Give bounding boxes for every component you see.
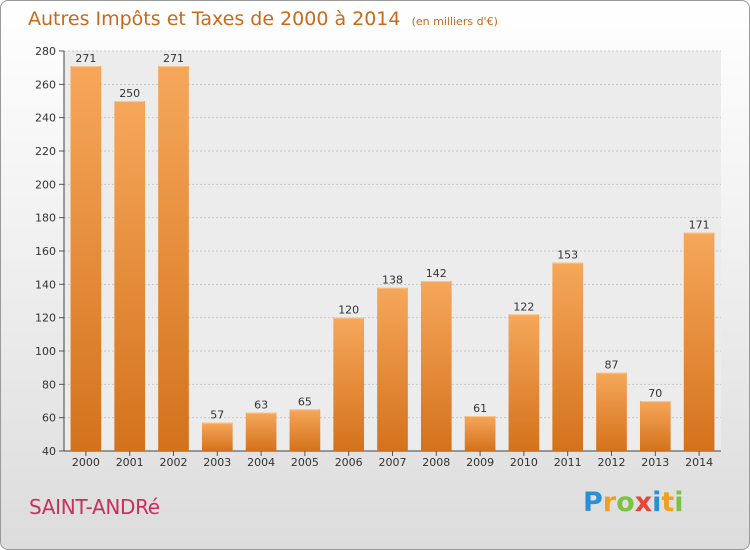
chart-title: Autres Impôts et Taxes de 2000 à 2014: [28, 8, 401, 30]
data-label: 271: [163, 52, 184, 65]
x-tick-label: 2002: [160, 456, 188, 469]
bar: [552, 262, 584, 451]
x-tick-label: 2008: [422, 456, 450, 469]
bar: [639, 401, 671, 451]
logo-letter: t: [661, 487, 675, 518]
data-label: 142: [426, 267, 447, 280]
data-label: 61: [473, 402, 487, 415]
x-tick-label: 2014: [685, 456, 713, 469]
logo-letter: o: [616, 487, 635, 518]
y-tick-label: 140: [35, 278, 56, 291]
bar: [333, 317, 365, 451]
logo-letter: i: [674, 487, 684, 518]
data-label: 120: [338, 304, 359, 317]
bar: [70, 66, 102, 451]
x-tick-label: 2000: [72, 456, 100, 469]
bar: [245, 412, 277, 451]
data-label: 153: [557, 249, 578, 262]
x-tick-label: 2003: [203, 456, 231, 469]
y-tick-label: 200: [35, 178, 56, 191]
x-tick-label: 2010: [510, 456, 538, 469]
data-label: 57: [210, 409, 224, 422]
bar: [377, 287, 408, 451]
y-tick-label: 80: [42, 378, 56, 391]
x-tick-label: 2006: [335, 456, 363, 469]
y-tick-label: 160: [35, 245, 56, 258]
y-tick-label: 180: [35, 212, 56, 225]
data-label: 70: [648, 387, 662, 400]
bar: [289, 409, 321, 451]
y-tick-label: 120: [35, 312, 56, 325]
y-tick-label: 280: [35, 45, 56, 58]
data-label: 65: [298, 395, 312, 408]
y-tick-label: 240: [35, 112, 56, 125]
logo-letter: x: [634, 487, 653, 518]
chart-title-block: Autres Impôts et Taxes de 2000 à 2014 (e…: [28, 8, 498, 30]
x-tick-label: 2009: [466, 456, 494, 469]
bar: [201, 422, 233, 451]
y-tick-label: 260: [35, 78, 56, 91]
proxiti-logo[interactable]: Proxiti: [583, 487, 684, 518]
y-tick-label: 60: [42, 412, 56, 425]
bar: [464, 416, 496, 451]
data-label: 171: [689, 219, 710, 232]
chart-subtitle: (en milliers d'€): [411, 15, 498, 28]
x-tick-label: 2012: [598, 456, 626, 469]
bar: [683, 232, 715, 451]
x-tick-label: 2005: [291, 456, 319, 469]
bar: [420, 281, 452, 451]
x-tick-label: 2013: [641, 456, 669, 469]
logo-letter: P: [583, 487, 603, 518]
data-label: 63: [254, 399, 268, 412]
logo-letter: r: [602, 487, 617, 518]
bar: [114, 101, 146, 451]
data-label: 138: [382, 274, 403, 287]
data-label: 87: [605, 359, 619, 372]
bar: [508, 314, 540, 451]
data-label: 122: [513, 300, 534, 313]
data-label: 250: [119, 87, 140, 100]
x-tick-label: 2011: [554, 456, 582, 469]
commune-name: SAINT-ANDRé: [29, 495, 160, 519]
data-label: 271: [75, 52, 96, 65]
y-tick-label: 40: [42, 445, 56, 458]
logo-letter: i: [652, 487, 662, 518]
bar: [596, 372, 627, 451]
y-tick-label: 220: [35, 145, 56, 158]
bar: [158, 66, 189, 451]
x-tick-label: 2004: [247, 456, 275, 469]
y-tick-label: 100: [35, 345, 56, 358]
x-tick-label: 2007: [379, 456, 407, 469]
x-tick-label: 2001: [116, 456, 144, 469]
